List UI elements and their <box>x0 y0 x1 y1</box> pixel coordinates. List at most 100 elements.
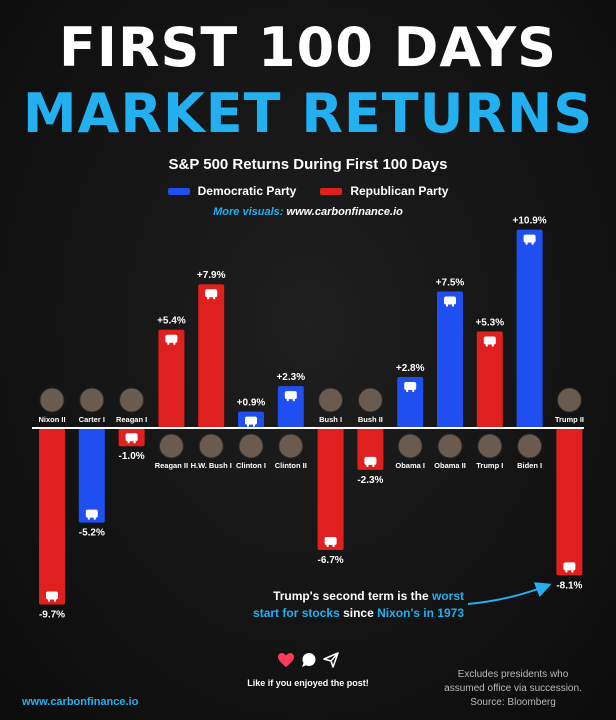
value-label-reagan-ii: +5.4% <box>157 316 186 327</box>
legend: Democratic Party Republican Party <box>0 184 616 198</box>
annotation-part-3: since <box>339 606 378 620</box>
bar-trump-ii <box>556 428 583 576</box>
value-label-trump-i: +5.3% <box>475 318 504 329</box>
title-line-1: FIRST 100 DAYS <box>58 16 558 79</box>
category-label-biden-i: Biden I <box>517 461 542 470</box>
avatar-trump-i <box>477 433 503 459</box>
bar-clinton-ii <box>277 386 304 428</box>
bar-reagan-ii <box>158 329 185 428</box>
elephant-icon <box>125 433 138 444</box>
more-visuals-url[interactable]: www.carbonfinance.io <box>286 206 403 218</box>
value-label-h-w-bush-i: +7.9% <box>197 270 226 281</box>
donkey-icon <box>404 382 417 393</box>
category-label-bush-ii: Bush II <box>358 415 383 424</box>
avatar-bush-ii <box>357 387 383 413</box>
avatar-biden-i <box>517 433 543 459</box>
category-label-h-w-bush-i: H.W. Bush I <box>191 461 232 470</box>
avatar-trump-ii <box>556 387 582 413</box>
donkey-icon <box>284 391 297 402</box>
category-label-bush-i: Bush I <box>319 415 342 424</box>
legend-swatch-democratic <box>167 187 190 195</box>
avatar-reagan-ii <box>158 433 184 459</box>
value-label-nixon-ii: -9.7% <box>39 610 65 621</box>
elephant-icon <box>483 336 496 347</box>
category-label-clinton-ii: Clinton II <box>275 461 307 470</box>
bar-bush-i <box>317 428 344 550</box>
more-visuals-label: More visuals: <box>213 206 284 218</box>
legend-item-democratic: Democratic Party <box>167 184 297 198</box>
elephant-icon <box>46 591 58 602</box>
category-label-obama-i: Obama I <box>395 461 425 470</box>
donkey-icon <box>523 234 536 245</box>
elephant-icon <box>165 334 178 345</box>
legend-label-democratic: Democratic Party <box>197 184 297 198</box>
category-label-obama-ii: Obama II <box>434 461 466 470</box>
share-icon[interactable] <box>323 652 339 668</box>
value-label-reagan-i: -1.0% <box>119 451 145 462</box>
legend-label-republican: Republican Party <box>350 184 449 198</box>
value-label-obama-ii: +7.5% <box>436 278 465 289</box>
like-area: Like if you enjoyed the post! <box>240 652 376 688</box>
bar-nixon-ii <box>39 428 65 605</box>
category-label-clinton-i: Clinton I <box>236 461 266 470</box>
elephant-icon <box>364 456 377 467</box>
elephant-icon <box>324 536 337 547</box>
avatar-obama-ii <box>437 433 463 459</box>
avatar-clinton-i <box>238 433 264 459</box>
value-label-obama-i: +2.8% <box>396 363 425 374</box>
note-line-2: assumed office via succession. <box>444 683 582 694</box>
value-label-bush-i: -6.7% <box>318 555 344 566</box>
annotation: Trump's second term is the worst start f… <box>250 588 464 622</box>
note-line-3: Source: Bloomberg <box>470 697 556 708</box>
category-label-nixon-ii: Nixon II <box>38 415 65 424</box>
annotation-part-2: start for stocks <box>253 606 340 620</box>
value-label-biden-i: +10.9% <box>512 216 546 227</box>
chart-subtitle: S&P 500 Returns During First 100 Days <box>168 156 448 173</box>
title-line-2: MARKET RETURNS <box>22 82 594 145</box>
donkey-icon <box>444 296 456 307</box>
legend-item-republican: Republican Party <box>320 184 448 198</box>
bar-biden-i <box>516 229 543 428</box>
avatar-h-w-bush-i <box>198 433 224 459</box>
bar-carter-i <box>78 428 105 523</box>
value-label-clinton-i: +0.9% <box>237 398 266 409</box>
footer-site-link[interactable]: www.carbonfinance.io <box>22 696 139 708</box>
avatar-nixon-ii <box>39 387 65 413</box>
category-label-trump-ii: Trump II <box>555 415 584 424</box>
annotation-part-1: Trump's second term is the <box>273 589 432 603</box>
footer-note: Excludes presidents who assumed office v… <box>428 668 598 710</box>
avatar-obama-i <box>397 433 423 459</box>
comment-icon[interactable] <box>301 652 317 668</box>
value-label-bush-ii: -2.3% <box>357 475 383 486</box>
bar-obama-i <box>397 377 424 428</box>
category-label-reagan-ii: Reagan II <box>155 461 188 470</box>
bar-bush-ii <box>357 428 384 470</box>
donkey-icon <box>245 416 257 427</box>
avatar-bush-i <box>318 387 344 413</box>
category-label-trump-i: Trump I <box>476 461 503 470</box>
heart-icon[interactable] <box>277 652 295 668</box>
avatar-carter-i <box>79 387 105 413</box>
legend-swatch-republican <box>320 187 343 195</box>
annotation-nixon: Nixon's in 1973 <box>377 606 464 620</box>
avatar-reagan-i <box>119 387 145 413</box>
category-label-carter-i: Carter I <box>79 415 105 424</box>
bar-obama-ii <box>437 291 463 428</box>
elephant-icon <box>205 289 218 300</box>
bar-trump-i <box>476 331 503 428</box>
category-label-reagan-i: Reagan I <box>116 415 147 424</box>
elephant-icon <box>563 562 576 573</box>
note-line-1: Excludes presidents who <box>457 669 569 680</box>
bar-h-w-bush-i <box>198 284 225 428</box>
annotation-arrow <box>467 582 552 605</box>
avatar-clinton-ii <box>278 433 304 459</box>
value-label-trump-ii: -8.1% <box>556 580 582 591</box>
like-icons <box>240 652 376 668</box>
value-label-carter-i: -5.2% <box>79 528 105 539</box>
value-label-clinton-ii: +2.3% <box>276 372 305 383</box>
like-text: Like if you enjoyed the post! <box>247 678 369 688</box>
donkey-icon <box>85 509 98 520</box>
more-visuals: More visuals: www.carbonfinance.io <box>0 206 616 218</box>
annotation-worst: worst <box>431 589 464 603</box>
